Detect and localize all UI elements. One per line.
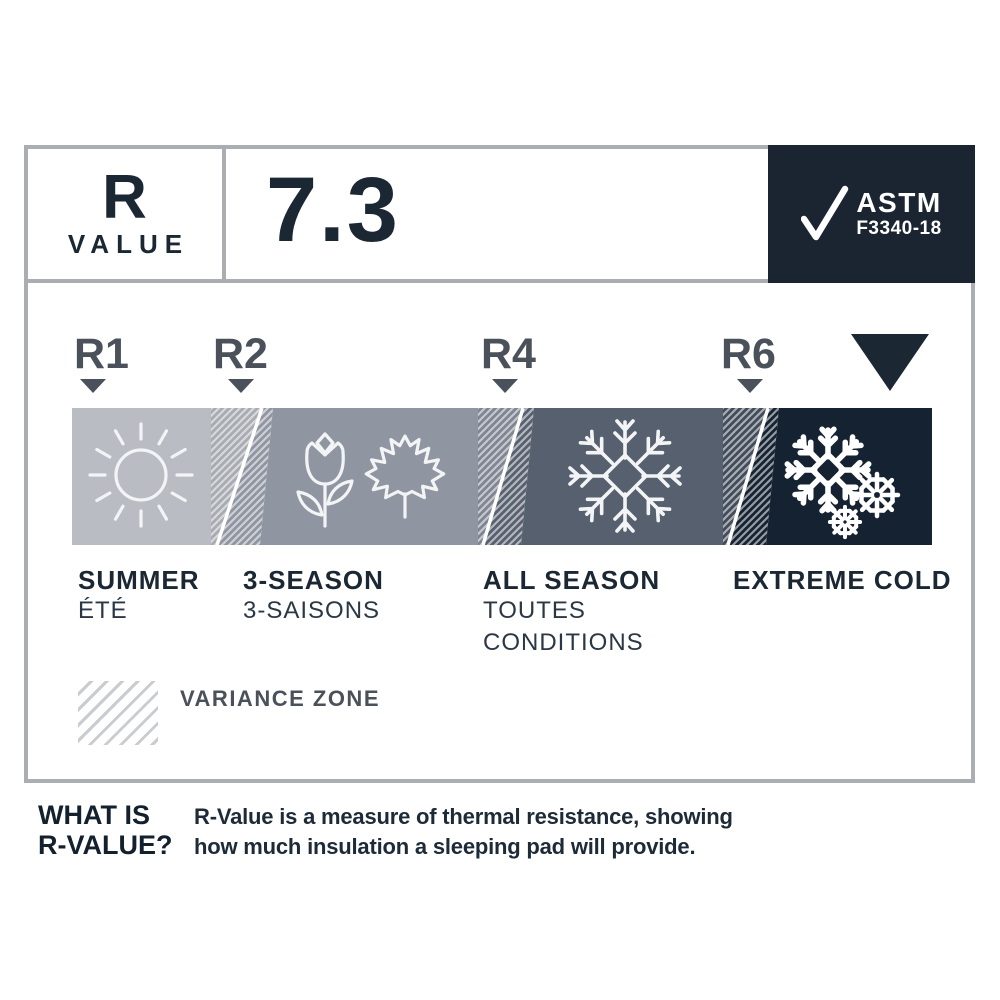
zone-label-all-season: ALL SEASON — [483, 565, 661, 595]
footer-body-line2: how much insulation a sleeping pad will … — [194, 834, 696, 859]
r-box-divider — [222, 145, 226, 283]
footer-body: R-Value is a measure of thermal resistan… — [194, 802, 733, 862]
variance-zone-3-divider — [726, 408, 770, 545]
checkmark-icon — [801, 185, 849, 241]
footer-body-line1: R-Value is a measure of thermal resistan… — [194, 804, 733, 829]
marker-triangle-r6 — [737, 379, 763, 393]
zone-all-season-segment — [521, 408, 723, 545]
marker-label-r1: R1 — [74, 330, 129, 378]
footer-heading-line1: WHAT IS — [38, 800, 150, 830]
zone-sublabel-all-season-1: TOUTES — [483, 597, 586, 624]
value-word: VALUE — [67, 228, 190, 259]
maple-leaf-icon — [364, 434, 446, 519]
astm-standard-name: ASTM — [856, 187, 942, 218]
variance-zone-legend-label: VARIANCE ZONE — [180, 686, 380, 711]
r-value-scale-band — [72, 408, 932, 545]
marker-label-r4: R4 — [481, 330, 536, 378]
variance-zone-1-divider — [215, 408, 264, 545]
r-value-title-box: R VALUE — [28, 149, 222, 279]
marker-triangle-r2 — [228, 379, 254, 393]
zone-sublabel-summer: ÉTÉ — [78, 597, 128, 624]
zone-label-summer: SUMMER — [78, 565, 200, 595]
header-divider — [24, 279, 975, 283]
marker-label-r6: R6 — [721, 330, 776, 378]
marker-triangle-r4 — [492, 379, 518, 393]
zone-label-extreme-cold: EXTREME COLD — [733, 565, 952, 595]
footer-heading: WHAT IS R-VALUE? — [38, 800, 173, 860]
sun-icon — [88, 422, 194, 528]
zone-label-3-season: 3-SEASON — [243, 565, 384, 595]
zone-sublabel-all-season-2: CONDITIONS — [483, 629, 644, 656]
r-letter: R — [102, 162, 148, 232]
astm-badge: ASTM F3340-18 — [768, 145, 975, 283]
astm-standard-number: F3340-18 — [856, 218, 942, 239]
astm-text: ASTM F3340-18 — [856, 188, 941, 240]
current-value-triangle — [851, 334, 929, 391]
marker-triangle-r1 — [80, 379, 106, 393]
marker-label-r2: R2 — [213, 330, 268, 378]
zone-sublabel-3-season: 3-SAISONS — [243, 597, 381, 624]
variance-zone-2-divider — [481, 408, 525, 545]
variance-zone-swatch — [78, 681, 158, 745]
footer-heading-line2: R-VALUE? — [38, 830, 173, 860]
tulip-icon — [296, 432, 354, 528]
r-value-number: 7.3 — [266, 159, 400, 261]
